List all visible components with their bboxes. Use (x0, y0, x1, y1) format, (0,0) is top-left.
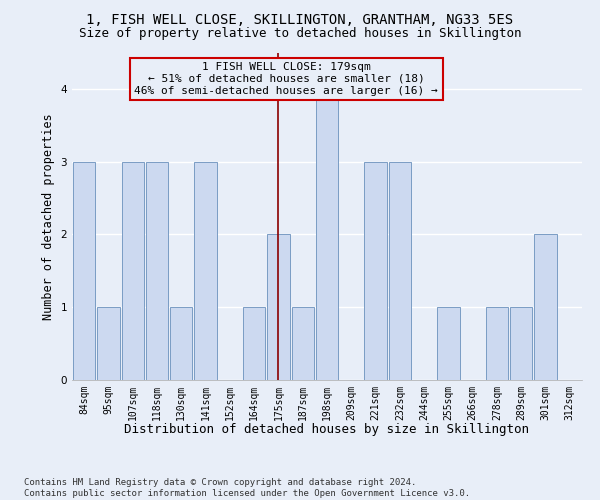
Text: Size of property relative to detached houses in Skillington: Size of property relative to detached ho… (79, 28, 521, 40)
Bar (292, 307, 314, 380)
Bar (316, 89, 338, 380)
Bar (73, 162, 95, 380)
Bar (364, 162, 387, 380)
Bar (510, 307, 532, 380)
Bar (194, 162, 217, 380)
Bar (146, 162, 168, 380)
Bar (535, 234, 557, 380)
Bar (97, 307, 119, 380)
Text: 1, FISH WELL CLOSE, SKILLINGTON, GRANTHAM, NG33 5ES: 1, FISH WELL CLOSE, SKILLINGTON, GRANTHA… (86, 12, 514, 26)
Bar (170, 307, 193, 380)
Text: 1 FISH WELL CLOSE: 179sqm
← 51% of detached houses are smaller (18)
46% of semi-: 1 FISH WELL CLOSE: 179sqm ← 51% of detac… (134, 62, 438, 96)
Bar (243, 307, 265, 380)
Y-axis label: Number of detached properties: Number of detached properties (42, 113, 55, 320)
X-axis label: Distribution of detached houses by size in Skillington: Distribution of detached houses by size … (125, 423, 530, 436)
Bar (486, 307, 508, 380)
Bar (267, 234, 290, 380)
Bar (437, 307, 460, 380)
Text: Contains HM Land Registry data © Crown copyright and database right 2024.
Contai: Contains HM Land Registry data © Crown c… (24, 478, 470, 498)
Bar (389, 162, 411, 380)
Bar (122, 162, 144, 380)
